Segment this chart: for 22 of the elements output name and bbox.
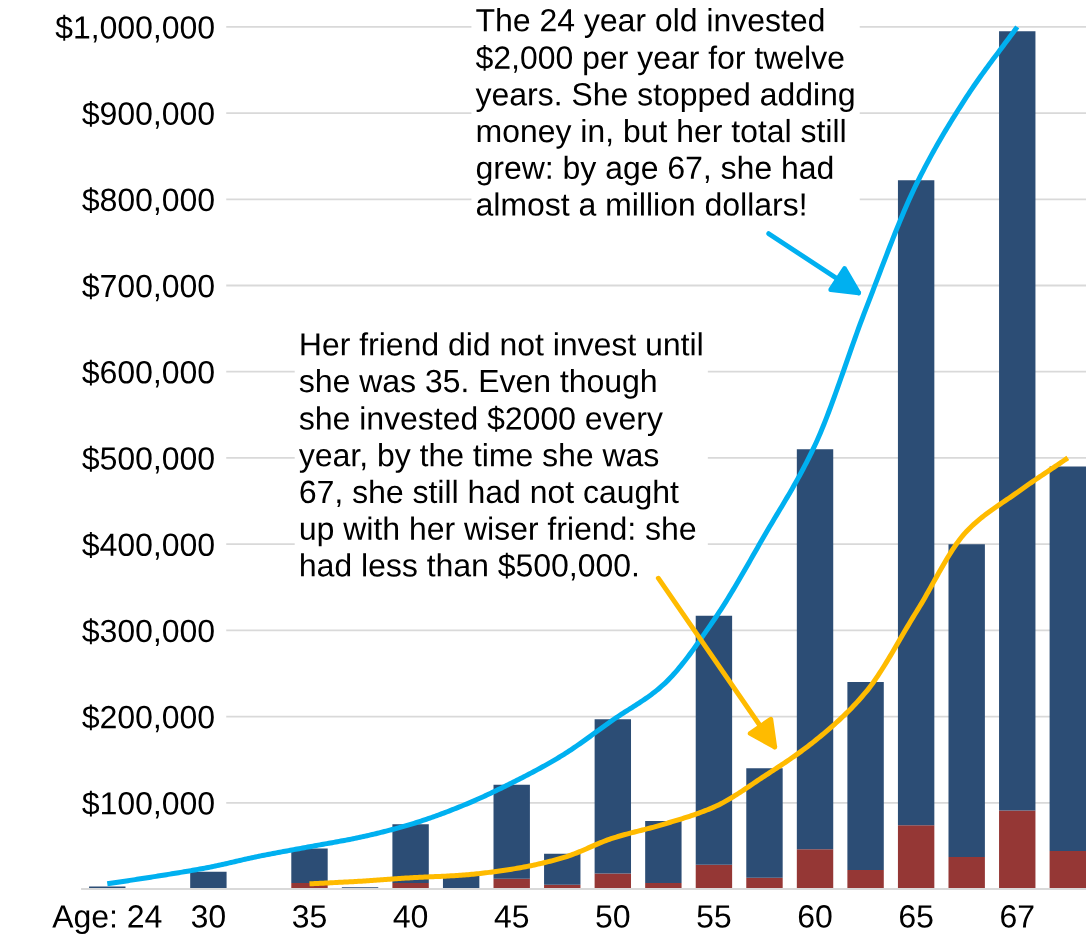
- x-tick-label: 65: [900, 905, 933, 928]
- y-tick-label: $300,000: [82, 618, 214, 647]
- x-tick-label: 55: [697, 905, 731, 928]
- y-tick-label: $100,000: [82, 790, 214, 819]
- x-tick-label: 50: [596, 905, 630, 928]
- y-tick-label: $600,000: [82, 359, 214, 388]
- x-tick-label: 45: [494, 905, 529, 928]
- annotation: The 24 year old invested $2,000 per year for twelve years. She stopped adding money in, but her total still grew: by age 67, she had almost a million dollars!: [475, 8, 854, 216]
- annotation: Her friend did not invest until she was 35. Even though she invested $2000 every year, by the time she was 67, she still had not caught up with her wiser friend: she had less than $500,000.: [298, 332, 702, 581]
- y-tick-label: $500,000: [82, 445, 214, 474]
- y-tick-label: $1,000,000: [55, 14, 214, 43]
- x-tick-label: 40: [393, 905, 428, 928]
- x-tick-label: 67: [1001, 905, 1034, 928]
- x-tick-label: Age: 24: [52, 905, 162, 935]
- x-tick-label: 60: [798, 905, 832, 928]
- y-tick-label: $800,000: [82, 187, 214, 215]
- x-tick-label: 30: [191, 905, 225, 928]
- y-tick-label: $200,000: [82, 704, 214, 733]
- y-tick-label: $400,000: [82, 532, 214, 560]
- y-tick-label: $900,000: [82, 101, 214, 129]
- x-tick-label: 35: [292, 905, 326, 928]
- y-tick-label: $700,000: [82, 273, 214, 302]
